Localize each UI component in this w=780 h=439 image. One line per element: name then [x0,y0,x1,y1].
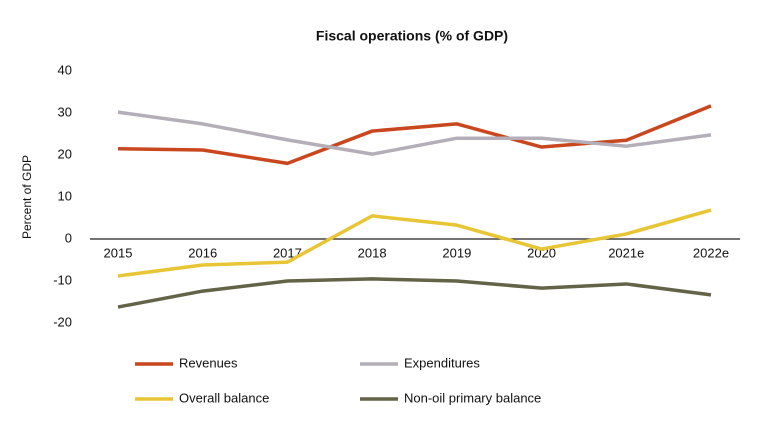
legend-label: Expenditures [404,355,480,370]
x-tick-label: 2018 [358,245,387,260]
x-tick-label: 2016 [188,245,217,260]
legend-label: Revenues [179,355,238,370]
series-line [117,110,712,156]
x-tick-label: 2022e [693,245,729,260]
legend-label: Overall balance [179,390,269,405]
y-tick-label: 30 [58,104,72,119]
y-tick-label: -20 [53,314,72,329]
y-tick-label: -10 [53,272,72,287]
y-tick-label: 0 [65,230,72,245]
series-line [117,104,712,166]
legend-label: Non-oil primary balance [404,390,541,405]
y-tick-label: 10 [58,188,72,203]
y-tick-label: 20 [58,146,72,161]
series-line [117,277,712,309]
chart-title: Fiscal operations (% of GDP) [316,28,508,44]
series-line [117,208,712,278]
x-tick-label: 2021e [608,245,644,260]
x-tick-label: 2019 [442,245,471,260]
x-tick-label: 2015 [104,245,133,260]
y-axis-label: Percent of GDP [20,155,34,239]
y-tick-label: 40 [58,62,72,77]
